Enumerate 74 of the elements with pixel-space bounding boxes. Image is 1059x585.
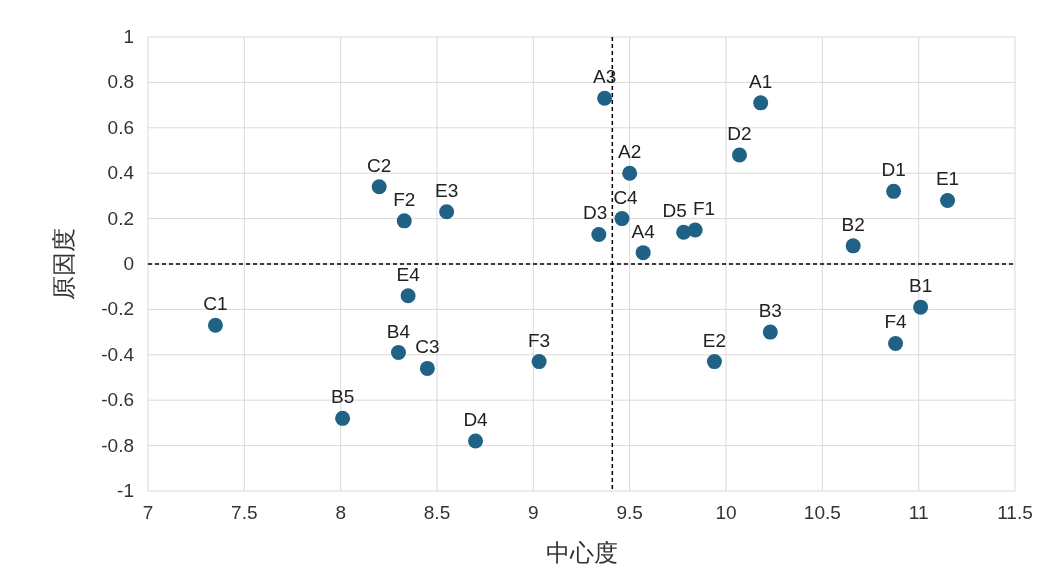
data-label: D1 xyxy=(881,159,906,181)
point xyxy=(614,211,630,227)
point xyxy=(913,299,929,315)
y-tick-label: -0.4 xyxy=(101,343,135,365)
y-tick-label: 0.2 xyxy=(107,207,134,229)
point xyxy=(335,410,351,426)
point xyxy=(531,354,547,370)
y-tick-label: -0.8 xyxy=(101,434,134,456)
data-label: C3 xyxy=(415,336,440,358)
data-label: A2 xyxy=(618,141,642,163)
x-tick-label: 8.5 xyxy=(423,502,451,523)
data-label: B2 xyxy=(841,213,865,235)
point xyxy=(439,204,455,220)
y-tick-label: 1 xyxy=(123,26,134,47)
data-label: E4 xyxy=(396,263,421,285)
point xyxy=(591,226,607,242)
data-label: D5 xyxy=(662,200,687,222)
y-tick-label: -0.2 xyxy=(101,298,134,320)
data-label: D4 xyxy=(463,409,489,431)
point xyxy=(390,345,406,361)
point xyxy=(400,288,416,304)
point xyxy=(753,95,769,111)
point xyxy=(845,238,861,254)
data-label: B4 xyxy=(386,320,411,342)
x-tick-label: 9.5 xyxy=(616,502,643,523)
point xyxy=(888,335,904,351)
y-tick-label: 0.6 xyxy=(107,116,134,138)
point xyxy=(762,324,778,340)
data-label: F2 xyxy=(393,188,416,210)
y-tick-label: 0.4 xyxy=(107,162,135,184)
y-tick-label: 0.8 xyxy=(107,71,134,93)
point xyxy=(635,245,651,261)
data-label: C2 xyxy=(367,154,392,176)
data-label: F1 xyxy=(692,197,716,219)
point xyxy=(687,222,703,238)
point xyxy=(940,192,956,208)
data-label: A1 xyxy=(749,70,773,92)
data-label: C1 xyxy=(203,293,228,315)
y-tick-label: -0.6 xyxy=(101,389,134,411)
data-label: F4 xyxy=(884,311,908,333)
point xyxy=(622,165,638,181)
x-tick-label: 11 xyxy=(908,502,929,523)
x-tick-label: 8 xyxy=(335,502,346,523)
data-label: B5 xyxy=(330,386,355,408)
point xyxy=(706,354,722,370)
y-axis-title: 原因度 xyxy=(50,228,77,300)
x-tick-label: 11.5 xyxy=(997,502,1033,523)
data-label: B1 xyxy=(908,275,933,297)
point xyxy=(419,360,435,376)
point xyxy=(886,183,902,199)
point xyxy=(468,433,484,449)
point xyxy=(396,213,412,229)
data-label: E2 xyxy=(702,329,727,351)
y-tick-label: 0 xyxy=(123,253,134,274)
point xyxy=(597,90,613,106)
point xyxy=(731,147,747,163)
x-tick-label: 7 xyxy=(142,502,154,523)
point xyxy=(207,317,223,333)
data-label: C4 xyxy=(613,186,639,208)
data-label: F3 xyxy=(528,329,551,351)
x-tick-label: 10.5 xyxy=(803,502,841,523)
x-tick-label: 10 xyxy=(715,502,737,523)
x-tick-label: 7.5 xyxy=(231,502,258,523)
x-axis-title: 中心度 xyxy=(545,539,618,566)
point xyxy=(371,179,387,195)
data-label: D2 xyxy=(727,123,752,145)
data-label: D3 xyxy=(583,202,608,224)
data-label: E3 xyxy=(435,179,459,201)
data-label: E1 xyxy=(935,168,960,190)
data-label: A4 xyxy=(631,220,656,242)
data-label: A3 xyxy=(592,66,617,88)
y-tick-label: -1 xyxy=(117,480,134,501)
data-label: B3 xyxy=(758,300,782,322)
x-tick-label: 9 xyxy=(528,502,539,523)
